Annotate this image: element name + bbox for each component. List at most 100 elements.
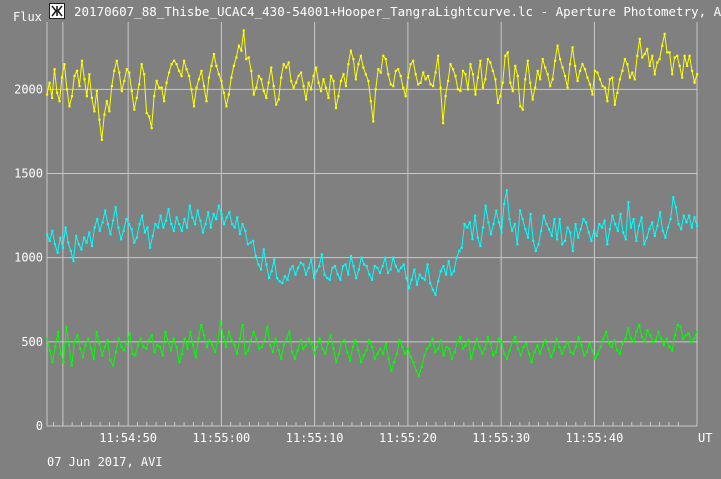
data-point [384, 58, 387, 61]
data-point [643, 340, 646, 343]
data-point [607, 342, 611, 345]
data-point [484, 204, 487, 207]
data-point [365, 349, 368, 352]
data-point [664, 236, 667, 239]
data-point [516, 74, 519, 78]
data-point [195, 86, 198, 89]
data-point [624, 238, 627, 241]
data-point [453, 350, 456, 354]
data-point [90, 244, 94, 248]
data-point [550, 234, 553, 237]
data-point [278, 280, 281, 283]
data-point [632, 340, 635, 343]
data-point [225, 345, 228, 349]
data-point [371, 278, 374, 281]
data-point [227, 93, 230, 96]
data-point [120, 238, 123, 241]
data-point [46, 337, 49, 340]
data-point [601, 85, 604, 88]
data-point [207, 211, 210, 214]
data-point [581, 63, 584, 66]
data-point [327, 96, 330, 99]
data-point [475, 337, 478, 340]
data-point [247, 349, 250, 352]
data-point [412, 361, 415, 364]
y-tick-label: 2000 [14, 82, 43, 96]
data-point [88, 231, 91, 234]
data-point [547, 347, 550, 350]
data-point [209, 226, 212, 229]
data-point [332, 79, 335, 83]
data-point [334, 106, 338, 110]
data-point [212, 212, 215, 216]
data-point [579, 228, 582, 231]
data-point [222, 91, 225, 94]
data-point [302, 347, 305, 350]
data-point [275, 103, 278, 106]
data-point [422, 71, 425, 74]
data-point [220, 212, 223, 216]
data-point [559, 58, 562, 61]
data-point [90, 96, 93, 99]
data-point [566, 340, 569, 343]
data-point [452, 270, 456, 273]
data-point [635, 239, 638, 242]
data-point [148, 115, 151, 118]
data-point [70, 95, 74, 98]
data-point [365, 265, 368, 268]
data-point [100, 138, 103, 141]
data-point [598, 223, 601, 226]
x-axis-unit: UT [698, 431, 712, 445]
data-point [260, 78, 263, 81]
data-point [201, 231, 205, 234]
data-point [474, 93, 477, 96]
data-point [244, 352, 247, 355]
data-point [410, 278, 413, 281]
data-point [183, 337, 186, 340]
data-point [497, 337, 500, 340]
data-point [189, 330, 192, 333]
data-point [400, 266, 403, 269]
data-point [587, 231, 590, 234]
data-point [135, 236, 138, 239]
data-point [112, 364, 115, 367]
data-point [629, 226, 633, 229]
data-point [219, 320, 222, 323]
data-point [553, 218, 556, 221]
data-point [46, 233, 49, 236]
data-point [168, 71, 171, 74]
data-point [651, 340, 655, 343]
data-point [511, 90, 514, 93]
data-point [593, 229, 596, 232]
data-point [125, 218, 128, 221]
data-point [236, 216, 239, 219]
data-point [586, 76, 589, 79]
data-point [528, 352, 531, 355]
data-point [255, 337, 258, 340]
data-point [450, 273, 453, 276]
data-point [329, 74, 333, 78]
data-point [323, 273, 326, 276]
data-point [680, 228, 683, 231]
data-point [300, 71, 303, 74]
data-point [646, 47, 649, 51]
data-point [51, 96, 54, 99]
data-point [596, 71, 599, 74]
data-point [691, 69, 694, 72]
data-point [169, 349, 173, 352]
data-point [379, 71, 382, 74]
data-point [153, 350, 156, 354]
data-point [154, 223, 157, 226]
data-point [382, 352, 385, 355]
data-point [690, 226, 693, 229]
data-point [479, 244, 482, 248]
data-point [241, 223, 244, 226]
data-point [96, 218, 99, 221]
data-point [603, 86, 607, 89]
data-point [577, 236, 580, 239]
data-point [280, 76, 283, 79]
data-point [407, 76, 410, 79]
data-point [65, 325, 68, 328]
data-point [341, 265, 345, 268]
data-point [447, 79, 450, 83]
